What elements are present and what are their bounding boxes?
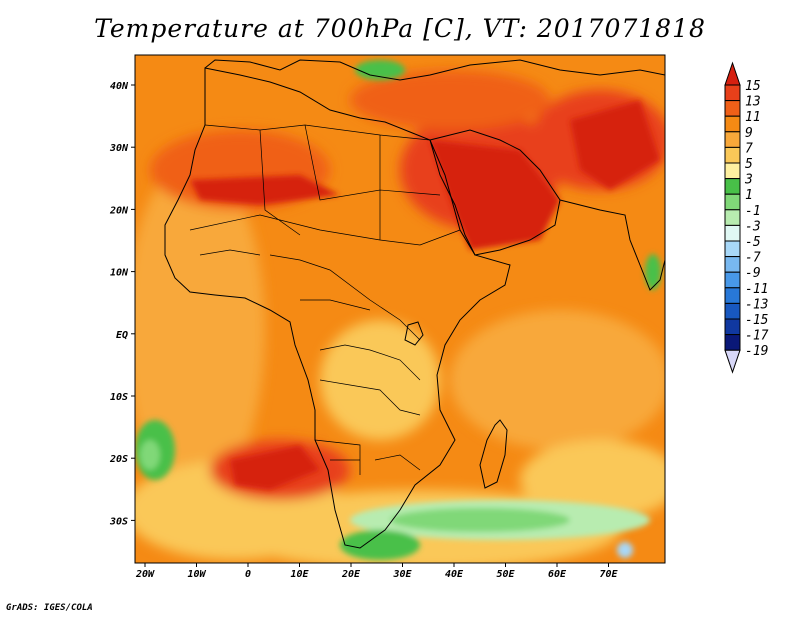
- country-borders: [189, 124, 461, 475]
- colorbar-label: 13: [745, 95, 761, 110]
- lon-tick-label: 10E: [290, 569, 309, 580]
- colorbar-label: -17: [745, 329, 769, 344]
- lat-tick-label: 20S: [109, 454, 128, 465]
- lon-tick-label: 60E: [548, 569, 567, 580]
- lat-tick-label: 30N: [109, 143, 129, 154]
- lon-tick-label: 0: [245, 569, 251, 580]
- colorbar-label: -5: [745, 235, 761, 250]
- colorbar-segment: [724, 318, 741, 336]
- lon-tick-label: 10W: [187, 569, 206, 580]
- lat-tick-label: 30S: [109, 516, 128, 527]
- temperature-field: [135, 55, 665, 563]
- colorbar-label: -7: [745, 251, 761, 266]
- colorbar-label: -15: [745, 313, 769, 328]
- colorbar-label: 15: [745, 79, 761, 94]
- lat-tick-label: 20N: [109, 205, 129, 216]
- plot-frame: [134, 54, 666, 564]
- colorbar-label: -3: [745, 219, 761, 234]
- colorbar-label: 11: [745, 110, 761, 125]
- lon-tick-label: 20W: [135, 569, 155, 580]
- colorbar-segment: [724, 100, 741, 117]
- colorbar-segment: [724, 131, 741, 148]
- credit-text: GrADS: IGES/COLA: [6, 603, 93, 613]
- lon-tick-label: 20E: [341, 569, 361, 580]
- colorbar-label: 1: [745, 188, 753, 203]
- colorbar-segment: [724, 146, 741, 164]
- lake-outline: [404, 321, 424, 346]
- africa-coastline: [164, 67, 511, 549]
- colorbar-segment: [724, 256, 741, 273]
- colorbar-segment: [724, 178, 741, 195]
- colorbar-label: -1: [745, 204, 761, 219]
- colorbar-label: -13: [745, 297, 768, 312]
- colorbar-segment: [724, 115, 741, 133]
- map-title: Temperature at 700hPa [C], VT: 201707181…: [94, 14, 706, 43]
- colorbar-segment: [724, 224, 741, 242]
- colorbar-segment: [724, 162, 741, 180]
- colorbar-segment: [724, 84, 741, 102]
- colorbar-label: -19: [745, 344, 768, 359]
- lat-tick-label: 10S: [110, 392, 128, 403]
- colorbar-top-arrow: [724, 61, 741, 86]
- colorbar-label: 5: [745, 157, 753, 172]
- asia-coastline: [559, 199, 665, 291]
- lon-tick-label: 30E: [392, 569, 412, 580]
- colorbar-segment: [724, 193, 741, 211]
- lon-tick-label: 50E: [496, 569, 515, 580]
- colorbar-segment: [724, 334, 741, 351]
- arabia-coastline: [429, 129, 561, 256]
- lon-tick-label: 40E: [445, 569, 464, 580]
- europe-coastline: [204, 59, 665, 81]
- lat-tick-label: EQ: [116, 330, 128, 341]
- colorbar-segment: [724, 271, 741, 289]
- colorbar-segment: [724, 240, 741, 258]
- madagascar-coastline: [479, 419, 508, 489]
- colorbar-label: 3: [744, 173, 753, 188]
- colorbar-label: -9: [745, 266, 761, 281]
- lon-tick-label: 70E: [599, 569, 618, 580]
- colorbar-label: 9: [745, 126, 753, 141]
- colorbar-label: -11: [745, 282, 768, 297]
- colorbar-bottom-arrow: [724, 349, 741, 374]
- coastline-outlines: [164, 59, 665, 549]
- colorbar-segment: [724, 302, 741, 320]
- colorbar-label: 7: [745, 141, 753, 156]
- lat-tick-label: 40N: [110, 81, 129, 92]
- colorbar-segment: [724, 209, 741, 226]
- colorbar-segment: [724, 287, 741, 304]
- lat-tick-label: 10N: [110, 268, 129, 279]
